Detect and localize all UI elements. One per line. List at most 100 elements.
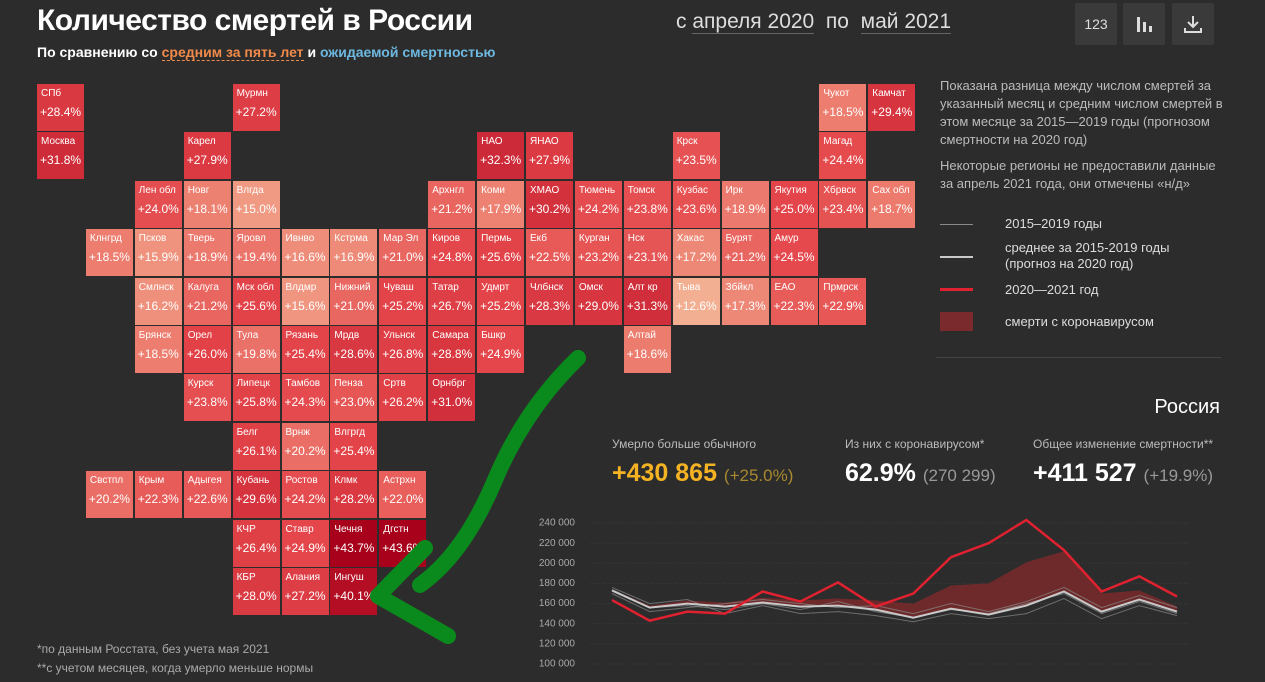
region-tile[interactable]: Тыва +12.6% [672, 277, 720, 325]
region-tile[interactable]: Клмк +28.2% [330, 471, 378, 519]
region-tile[interactable]: Тюмень +24.2% [574, 180, 622, 228]
region-tile[interactable]: Астрхн +22.0% [379, 471, 427, 519]
region-tile[interactable]: Сах обл +18.7% [868, 180, 916, 228]
region-tile[interactable]: Крск +23.5% [672, 132, 720, 180]
region-tile[interactable]: Новг +18.1% [183, 180, 231, 228]
region-tile[interactable]: Самара +28.8% [428, 326, 476, 373]
region-tile[interactable]: Липецк +25.8% [232, 374, 280, 422]
region-tile[interactable]: Брянск +18.5% [134, 326, 182, 373]
region-tile[interactable]: Ульнск +26.8% [379, 326, 427, 373]
region-tile[interactable]: Рязань +25.4% [281, 326, 329, 373]
region-tile[interactable]: Лен обл +24.0% [134, 180, 182, 228]
region-tile[interactable]: Ростов +24.2% [281, 471, 329, 519]
average-link[interactable]: средним за пять лет [161, 44, 304, 61]
region-tile[interactable]: Смлнск +16.2% [134, 277, 182, 325]
region-tile[interactable]: Мар Эл +21.0% [379, 229, 427, 277]
region-tile[interactable]: Бурят +21.2% [721, 229, 769, 277]
region-tile[interactable]: Амур +24.5% [770, 229, 818, 277]
region-tile[interactable]: Курск +23.8% [183, 374, 231, 422]
region-tile[interactable]: КЧР +26.4% [232, 519, 280, 567]
region-tile[interactable]: Кстрма +16.9% [330, 229, 378, 277]
region-tile[interactable]: Якутия +25.0% [770, 180, 818, 228]
region-tile[interactable]: Москва +31.8% [37, 132, 84, 180]
region-tile[interactable]: Нижний +21.0% [330, 277, 378, 325]
region-tile[interactable]: Алтай +18.6% [623, 326, 671, 373]
region-tile[interactable]: Клнгрд +18.5% [85, 229, 133, 277]
region-tile[interactable]: Архнгл +21.2% [428, 180, 476, 228]
region-tile[interactable]: Хбрвск +23.4% [819, 180, 867, 228]
region-tile[interactable]: Татар +26.7% [428, 277, 476, 325]
region-tile[interactable]: Влгргд +25.4% [330, 422, 378, 470]
region-tile[interactable]: Алт кр +31.3% [623, 277, 671, 325]
region-tile[interactable]: Прмрск +22.9% [819, 277, 867, 325]
region-tile[interactable]: Пенза +23.0% [330, 374, 378, 422]
region-tile[interactable]: Алания +27.2% [281, 568, 329, 615]
region-value: +26.4% [235, 540, 277, 555]
region-tile[interactable]: Камчат +29.4% [868, 84, 916, 131]
to-select[interactable]: май 2021 [860, 10, 952, 34]
region-tile[interactable]: Кубань +29.6% [232, 471, 280, 519]
region-tile[interactable]: Чуваш +25.2% [379, 277, 427, 325]
region-tile[interactable]: Магад +24.4% [819, 132, 867, 180]
y-tick-label: 100 000 [539, 659, 576, 670]
region-tile[interactable]: Адыгея +22.6% [183, 471, 231, 519]
region-tile[interactable]: Хакас +17.2% [672, 229, 720, 277]
region-tile[interactable]: Омск +29.0% [574, 277, 622, 325]
region-tile[interactable]: Бшкр +24.9% [477, 326, 525, 373]
region-tile[interactable]: Тамбов +24.3% [281, 374, 329, 422]
chart-button[interactable] [1123, 3, 1165, 45]
region-tile[interactable]: Белг +26.1% [232, 422, 280, 470]
download-button[interactable] [1172, 3, 1214, 45]
numbers-button[interactable]: 123 [1075, 3, 1117, 45]
region-tile[interactable]: Орнбрг +31.0% [428, 374, 476, 422]
region-tile[interactable]: Калуга +21.2% [183, 277, 231, 325]
region-tile[interactable]: Мурмн +27.2% [232, 84, 280, 131]
region-tile[interactable]: Ивнво +16.6% [281, 229, 329, 277]
region-tile[interactable]: Ставр +24.9% [281, 519, 329, 567]
region-tile[interactable]: Киров +24.8% [428, 229, 476, 277]
region-tile[interactable]: Псков +15.9% [134, 229, 182, 277]
region-tile[interactable]: Мрдв +28.6% [330, 326, 378, 373]
region-tile[interactable]: Крым +22.3% [134, 471, 182, 519]
region-tile[interactable]: Кузбас +23.6% [672, 180, 720, 228]
line [611, 518, 1178, 623]
expected-link[interactable]: ожидаемой смертностью [319, 44, 496, 60]
title: Количество смертей в России [37, 4, 473, 37]
region-tile[interactable]: ЕАО +22.3% [770, 277, 818, 325]
region-tile[interactable]: Пермь +25.6% [477, 229, 525, 277]
region-tile[interactable]: Сртв +26.2% [379, 374, 427, 422]
region-tile[interactable]: Чечня +43.7% [330, 519, 378, 567]
region-tile[interactable]: Коми +17.9% [477, 180, 525, 228]
region-tile[interactable]: Томск +23.8% [623, 180, 671, 228]
region-tile[interactable]: Чукот +18.5% [819, 84, 867, 131]
region-tile[interactable]: Збйкл +17.3% [721, 277, 769, 325]
region-value: +17.2% [675, 250, 717, 265]
from-select[interactable]: апреля 2020 [692, 10, 815, 34]
region-tile[interactable]: Удмрт +25.2% [477, 277, 525, 325]
region-tile[interactable]: НАО +32.3% [477, 132, 525, 180]
region-tile[interactable]: Дгстн +43.6% [379, 519, 427, 567]
region-tile[interactable]: Свстпл +20.2% [85, 471, 133, 519]
region-tile[interactable]: Тверь +18.9% [183, 229, 231, 277]
region-tile[interactable]: Нск +23.1% [623, 229, 671, 277]
region-tile[interactable]: Карел +27.9% [183, 132, 231, 180]
region-tile[interactable]: ЯНАО +27.9% [526, 132, 573, 180]
region-tile[interactable]: СПб +28.4% [37, 84, 84, 131]
region-name: Ивнво [285, 233, 315, 245]
region-name: Рязань [285, 330, 319, 341]
region-tile[interactable]: Мск обл +25.6% [232, 277, 280, 325]
region-tile[interactable]: Тула +19.8% [232, 326, 280, 373]
region-tile[interactable]: Врнж +20.2% [281, 422, 329, 470]
region-tile[interactable]: КБР +28.0% [232, 568, 280, 615]
region-tile[interactable]: Ингуш +40.1% [330, 568, 378, 615]
region-tile[interactable]: Курган +23.2% [574, 229, 622, 277]
region-tile[interactable]: Члбнск +28.3% [526, 277, 573, 325]
region-tile[interactable]: Ирк +18.9% [721, 180, 769, 228]
stat-label: Умерло больше обычного [612, 437, 757, 451]
region-tile[interactable]: Орел +26.0% [183, 326, 231, 373]
region-tile[interactable]: Влдмр +15.6% [281, 277, 329, 325]
region-tile[interactable]: Яровл +19.4% [232, 229, 280, 277]
region-tile[interactable]: Влгда +15.0% [232, 180, 280, 228]
region-tile[interactable]: Екб +22.5% [526, 229, 573, 277]
region-tile[interactable]: ХМАО +30.2% [526, 180, 573, 228]
